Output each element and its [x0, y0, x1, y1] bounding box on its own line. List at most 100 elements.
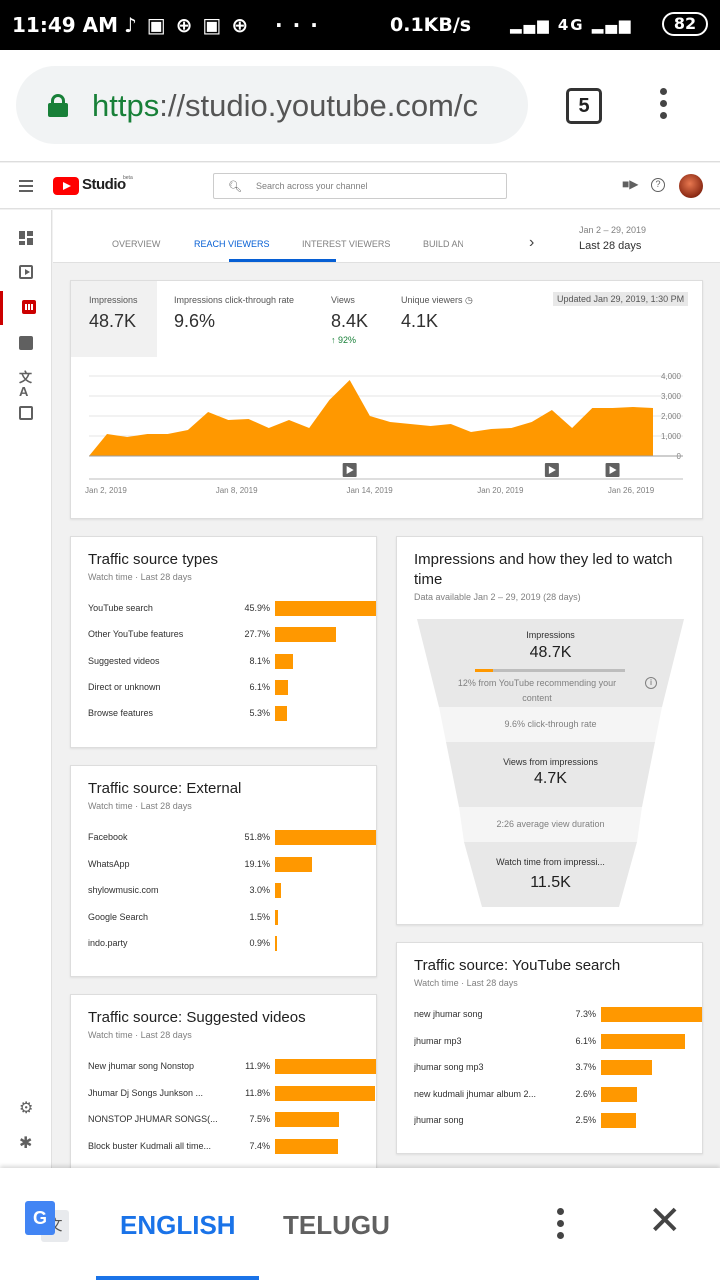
- kpi-delta: ↑ 92%: [331, 335, 357, 345]
- list-item[interactable]: NONSTOP JHUMAR SONGS(... 7.5%: [88, 1112, 388, 1130]
- row-percent: 7.5%: [249, 1114, 270, 1124]
- card-subtitle: Watch time · Last 28 days: [88, 572, 192, 582]
- row-label: Facebook: [88, 832, 128, 842]
- list-item[interactable]: jhumar mp3 6.1%: [414, 1033, 714, 1052]
- tab-interest-viewers[interactable]: INTEREST VIEWERS: [302, 239, 391, 249]
- y-tick-label: 4,000: [661, 372, 682, 381]
- list-item[interactable]: jhumar song mp3 3.7%: [414, 1060, 714, 1078]
- row-percent: 2.6%: [575, 1088, 596, 1099]
- nav-feedback[interactable]: ✱: [0, 1128, 52, 1162]
- url-text[interactable]: https://studio.youtube.com/c: [92, 88, 478, 123]
- row-bar: [275, 601, 376, 616]
- nav-settings[interactable]: ⚙︎: [0, 1093, 52, 1127]
- nav-videos[interactable]: [0, 256, 52, 290]
- date-range-label[interactable]: Last 28 days: [579, 240, 642, 252]
- impressions-series-area: [89, 380, 653, 456]
- list-item[interactable]: Google Search 1.5%: [88, 909, 388, 928]
- list-item[interactable]: indo.party 0.9%: [88, 936, 388, 954]
- tab-reach-viewers[interactable]: REACH VIEWERS: [194, 239, 270, 249]
- help-icon[interactable]: ?: [651, 178, 665, 192]
- row-label: Other YouTube features: [88, 629, 184, 640]
- row-label: Suggested videos: [88, 655, 160, 666]
- gear-icon: ⚙︎: [19, 1100, 34, 1117]
- funnel-views-segment: [446, 742, 655, 807]
- tab-build-audience[interactable]: BUILD AN: [423, 239, 463, 249]
- list-item[interactable]: YouTube search 45.9%: [88, 601, 388, 619]
- nav-audio-library[interactable]: [0, 397, 52, 431]
- funnel-ctr-segment: [439, 707, 662, 742]
- card-title: Traffic source: Suggested videos: [88, 1009, 306, 1026]
- kpi-unique-viewers[interactable]: Unique viewers ◷ 4.1K: [387, 281, 507, 357]
- studio-brand: Studio: [82, 176, 126, 193]
- chevron-right-icon[interactable]: ›: [529, 234, 535, 251]
- nav-analytics[interactable]: [0, 291, 52, 325]
- funnel-impressions-segment: [417, 619, 684, 707]
- list-item[interactable]: Facebook 51.8%: [88, 830, 388, 848]
- kpi-impressions[interactable]: Impressions 48.7K: [71, 281, 157, 357]
- kpi-views[interactable]: Views 8.4K ↑ 92%: [307, 281, 387, 357]
- status-time: 11:49 AM: [12, 13, 119, 37]
- list-item[interactable]: Block buster Kudmali all time... 7.4%: [88, 1138, 388, 1157]
- card-subtitle: Watch time · Last 28 days: [414, 978, 518, 988]
- row-bar: [601, 1086, 637, 1102]
- account-avatar[interactable]: [679, 174, 703, 198]
- list-item[interactable]: WhatsApp 19.1%: [88, 856, 388, 875]
- list-item[interactable]: New jhumar song Nonstop 11.9%: [88, 1059, 388, 1077]
- google-translate-icon[interactable]: 文G: [25, 1201, 71, 1243]
- funnel-views-label: Views from impressions: [503, 757, 598, 767]
- card-subtitle: Data available Jan 2 – 29, 2019 (28 days…: [414, 592, 581, 602]
- traffic-suggested-card: Traffic source: Suggested videos Watch t…: [70, 994, 377, 1184]
- info-icon[interactable]: i: [645, 677, 657, 689]
- translate-icon: 文A: [19, 370, 33, 399]
- nav-dashboard[interactable]: [0, 222, 52, 256]
- side-nav: 文A ⚙︎ ✱: [0, 210, 52, 1168]
- url-bar[interactable]: https://studio.youtube.com/c: [16, 66, 528, 144]
- comments-icon: [19, 336, 33, 350]
- funnel-ctr-note: 9.6% click-through rate: [504, 719, 597, 729]
- close-icon[interactable]: ✕: [648, 1199, 682, 1243]
- lang-telugu-tab[interactable]: TELUGU: [283, 1210, 390, 1240]
- nav-translations[interactable]: 文A: [0, 362, 52, 399]
- list-item[interactable]: Suggested videos 8.1%: [88, 653, 388, 672]
- nav-comments[interactable]: [0, 327, 52, 361]
- card-title: Traffic source: External: [88, 780, 242, 797]
- active-lang-indicator: [96, 1276, 259, 1280]
- list-item[interactable]: Jhumar Dj Songs Junkson ... 11.8%: [88, 1085, 388, 1104]
- updated-timestamp: Updated Jan 29, 2019, 1:30 PM: [553, 292, 689, 306]
- row-percent: 3.0%: [249, 885, 270, 895]
- list-item[interactable]: Browse features 5.3%: [88, 706, 388, 724]
- list-item[interactable]: new kudmali jhumar album 2... 2.6%: [414, 1086, 714, 1105]
- translate-bar: 文G ENGLISH TELUGU ✕: [0, 1168, 720, 1280]
- row-percent: 8.1%: [249, 655, 270, 666]
- kpi-label: Views: [331, 295, 355, 305]
- row-percent: 11.8%: [245, 1087, 270, 1098]
- list-item[interactable]: shylowmusic.com 3.0%: [88, 883, 388, 901]
- x-tick-label: Jan 26, 2019: [608, 486, 655, 495]
- tab-overview[interactable]: OVERVIEW: [112, 239, 161, 249]
- row-label: New jhumar song Nonstop: [88, 1061, 195, 1071]
- tab-switcher-button[interactable]: 5: [566, 88, 602, 124]
- browser-menu-icon[interactable]: [655, 88, 671, 128]
- kpi-value: 8.4K: [331, 311, 369, 331]
- lock-icon: [48, 94, 68, 117]
- kpi-ctr[interactable]: Impressions click-through rate 9.6%: [157, 281, 307, 357]
- list-item[interactable]: Direct or unknown 6.1%: [88, 679, 388, 698]
- lang-english-tab[interactable]: ENGLISH: [120, 1210, 236, 1240]
- create-video-icon[interactable]: ■▶: [622, 177, 639, 191]
- play-icon: [548, 466, 556, 474]
- card-title: Traffic source types: [88, 551, 219, 568]
- row-percent: 7.4%: [249, 1140, 270, 1151]
- card-title: Traffic source: YouTube search: [414, 957, 621, 974]
- list-item[interactable]: Other YouTube features 27.7%: [88, 627, 388, 645]
- hamburger-menu-icon[interactable]: [19, 180, 33, 192]
- funnel-views-value: 4.7K: [534, 770, 567, 787]
- signal-icon: ▂▄▆ 4G ▂▄▆: [510, 16, 633, 34]
- y-tick-label: 3,000: [661, 392, 682, 401]
- list-item[interactable]: jhumar song 2.5%: [414, 1113, 714, 1131]
- row-percent: 27.7%: [244, 629, 270, 640]
- youtube-logo-icon[interactable]: [53, 177, 79, 195]
- list-item[interactable]: new jhumar song 7.3%: [414, 1007, 714, 1025]
- traffic-youtube-search-card: Traffic source: YouTube search Watch tim…: [396, 942, 703, 1154]
- channel-search-input[interactable]: 🔍︎ Search across your channel: [213, 173, 507, 199]
- translate-menu-icon[interactable]: [557, 1208, 564, 1244]
